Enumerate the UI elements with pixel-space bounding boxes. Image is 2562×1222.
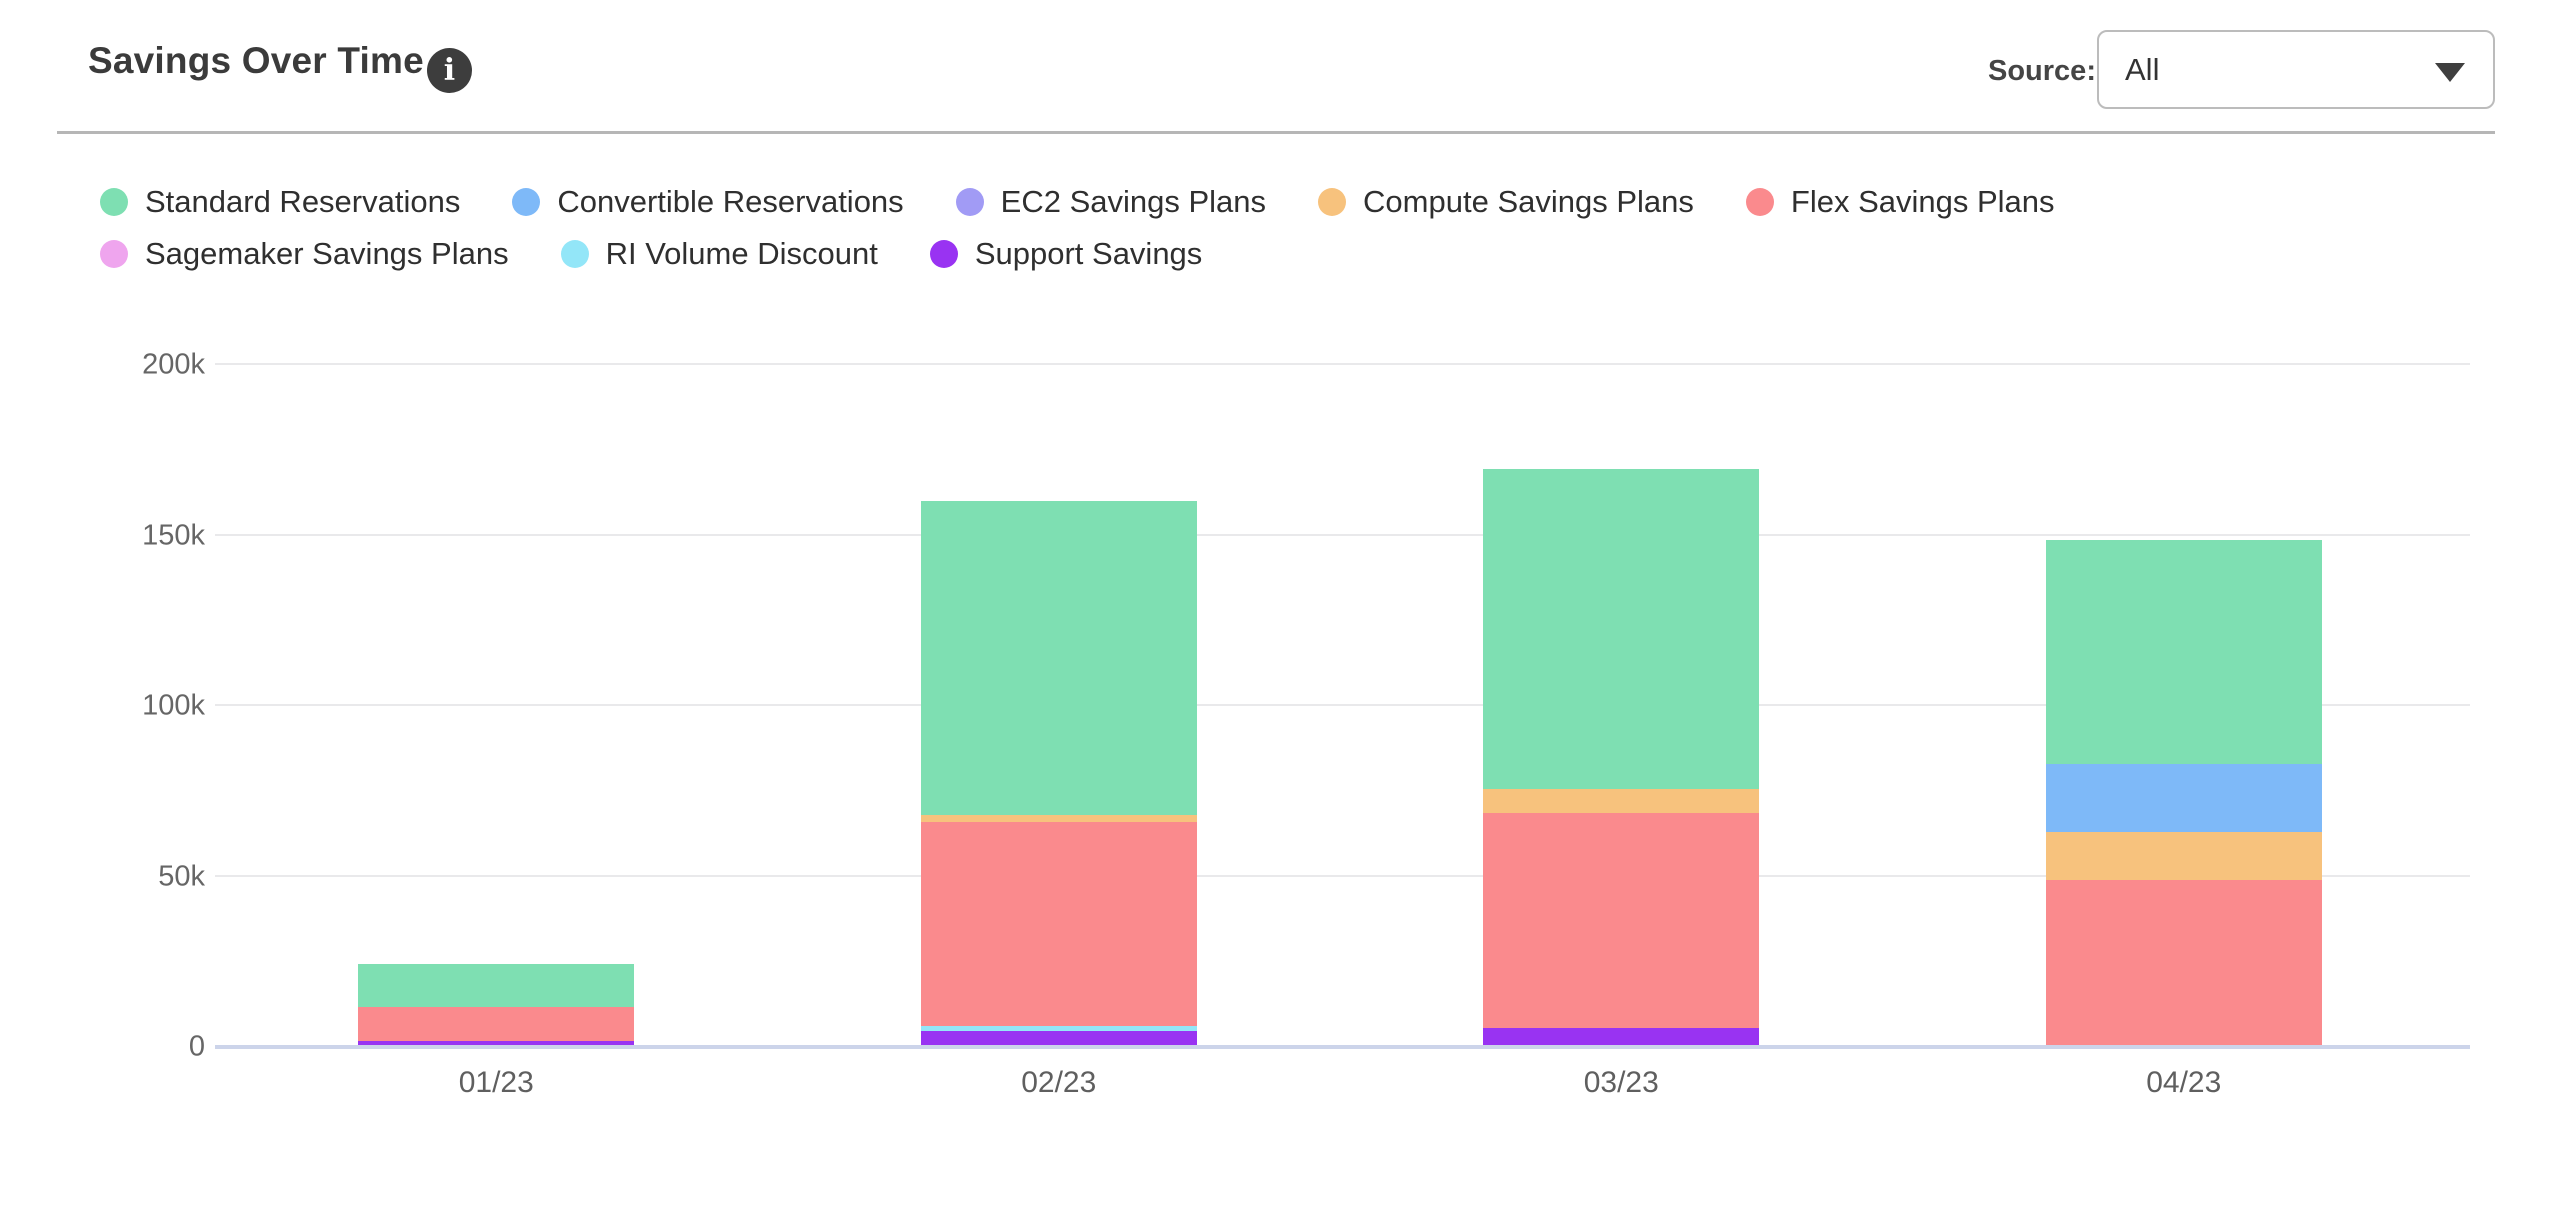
legend-item-standard-reservations[interactable]: Standard Reservations bbox=[100, 184, 460, 220]
legend-color-dot bbox=[1318, 188, 1347, 216]
bar-segment-standard-reservations[interactable] bbox=[2045, 540, 2322, 764]
y-gridline bbox=[215, 533, 2470, 536]
source-dropdown[interactable]: All bbox=[2097, 30, 2495, 109]
bar-segment-standard-reservations[interactable] bbox=[920, 501, 1197, 815]
bar-segment-support-savings[interactable] bbox=[358, 1040, 635, 1045]
bar-segment-compute-savings-plans[interactable] bbox=[920, 814, 1197, 822]
bar-segment-standard-reservations[interactable] bbox=[1483, 468, 1760, 790]
bar-segment-support-savings[interactable] bbox=[1483, 1027, 1760, 1045]
bar-segment-convertible-reservations[interactable] bbox=[2045, 763, 2322, 832]
legend-item-label: Flex Savings Plans bbox=[1790, 184, 2055, 219]
legend-item-label: Standard Reservations bbox=[145, 184, 461, 219]
x-axis-tick-label: 02/23 bbox=[1021, 1066, 1097, 1099]
bar-segment-compute-savings-plans[interactable] bbox=[2045, 831, 2322, 880]
legend-color-dot bbox=[1745, 188, 1774, 216]
x-axis-tick-label: 04/23 bbox=[2146, 1066, 2222, 1099]
legend-color-dot bbox=[100, 240, 128, 268]
y-axis-tick-label: 200k bbox=[142, 348, 205, 381]
bar-segment-flex-savings-plans[interactable] bbox=[2045, 879, 2322, 1045]
info-icon[interactable]: i bbox=[427, 48, 472, 93]
legend-item-sagemaker-savings-plans[interactable]: Sagemaker Savings Plans bbox=[100, 236, 509, 272]
legend-item-label: Support Savings bbox=[974, 236, 1203, 271]
page-title: Savings Over Time bbox=[88, 40, 424, 81]
legend-color-dot bbox=[560, 240, 589, 268]
source-dropdown-value: All bbox=[2125, 51, 2160, 87]
legend-item-compute-savings-plans[interactable]: Compute Savings Plans bbox=[1318, 184, 1694, 220]
y-axis-tick-label: 150k bbox=[142, 519, 205, 551]
legend-item-label: Convertible Reservations bbox=[557, 184, 904, 219]
bar-segment-standard-reservations[interactable] bbox=[358, 964, 635, 1007]
bar-segment-compute-savings-plans[interactable] bbox=[1483, 789, 1760, 814]
bar-segment-flex-savings-plans[interactable] bbox=[358, 1006, 635, 1041]
y-axis-tick-label: 100k bbox=[142, 689, 205, 722]
bar-segment-flex-savings-plans[interactable] bbox=[1483, 813, 1760, 1028]
y-axis-tick-label: 0 bbox=[188, 1030, 205, 1063]
legend-item-label: Compute Savings Plans bbox=[1363, 184, 1694, 219]
legend-item-label: EC2 Savings Plans bbox=[1000, 184, 1267, 219]
legend-color-dot bbox=[955, 188, 984, 216]
y-axis-tick-label: 50k bbox=[158, 860, 205, 892]
legend-item-ri-volume-discount[interactable]: RI Volume Discount bbox=[560, 236, 878, 272]
chart-legend: Standard Reservations Convertible Reserva… bbox=[100, 184, 2270, 272]
x-axis-tick-label: 01/23 bbox=[458, 1066, 534, 1099]
legend-color-dot bbox=[100, 188, 128, 216]
legend-item-ec2-savings-plans[interactable]: EC2 Savings Plans bbox=[955, 184, 1267, 220]
source-label: Source: bbox=[1988, 55, 2096, 87]
y-gridline bbox=[215, 704, 2470, 706]
header-divider bbox=[57, 131, 2495, 134]
legend-color-dot bbox=[929, 240, 958, 268]
legend-color-dot bbox=[512, 188, 541, 216]
bar-segment-flex-savings-plans[interactable] bbox=[920, 821, 1197, 1027]
bar-segment-support-savings[interactable] bbox=[920, 1031, 1197, 1045]
y-gridline bbox=[215, 874, 2470, 877]
legend-item-support-savings[interactable]: Support Savings bbox=[929, 236, 1203, 272]
x-axis-baseline bbox=[215, 1045, 2470, 1049]
legend-item-flex-savings-plans[interactable]: Flex Savings Plans bbox=[1745, 184, 2055, 220]
chevron-down-icon bbox=[2435, 62, 2465, 82]
legend-item-label: Sagemaker Savings Plans bbox=[145, 236, 509, 271]
x-axis-tick-label: 03/23 bbox=[1583, 1066, 1659, 1099]
bar-segment-ri-volume-discount[interactable] bbox=[920, 1026, 1197, 1032]
y-gridline bbox=[215, 363, 2470, 365]
legend-item-convertible-reservations[interactable]: Convertible Reservations bbox=[512, 184, 904, 220]
legend-item-label: RI Volume Discount bbox=[605, 236, 878, 271]
